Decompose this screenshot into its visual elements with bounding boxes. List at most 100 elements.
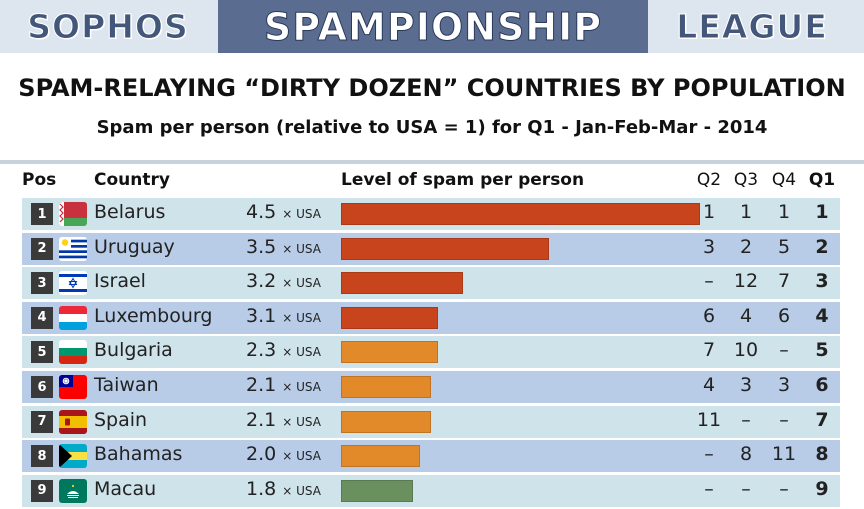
value-label: 2.1 × USA (246, 409, 321, 431)
q1-rank: 8 (815, 443, 829, 466)
value-label: 2.0 × USA (246, 443, 321, 465)
q4-rank: 7 (777, 270, 791, 293)
country-name: Israel (94, 270, 146, 293)
q3-rank: 12 (733, 270, 759, 293)
q3-rank: 8 (739, 443, 753, 466)
value-label: 4.5 × USA (246, 201, 321, 223)
q2-rank: 1 (702, 201, 716, 223)
q4-rank: 11 (771, 443, 797, 466)
q3-rank: 4 (739, 304, 753, 327)
q4-rank: 3 (777, 374, 791, 396)
table-row: 3 Israel 3.2 × USA –12 7 3 (22, 267, 840, 300)
q1-rank: 7 (815, 408, 829, 431)
q1-rank: 1 (815, 201, 829, 223)
header-level: Level of spam per person (341, 170, 585, 190)
spam-level-bar (341, 410, 431, 433)
value-number: 2.3 (246, 339, 277, 362)
q1-rank: 6 (815, 374, 829, 396)
table-row: 7 Spain 2.1 × USA 11– –7 (22, 405, 840, 438)
q3-rank: 10 (733, 339, 759, 362)
q2-rank: – (704, 477, 714, 500)
spam-level-bar (341, 203, 700, 225)
q2-rank: – (704, 443, 714, 466)
value-unit: × USA (282, 207, 321, 221)
table-row: 1 Belarus 4.5 × USA 1 1 1 1 (22, 198, 840, 230)
table-row: 2 Uruguay 3.5 × USA 3 2 5 2 (22, 232, 840, 265)
spam-level-bar (341, 306, 438, 329)
chart-subtitle: Spam per person (relative to USA = 1) fo… (96, 117, 768, 138)
table-row: 5 Bulgaria 2.3 × USA 7 10– 5 (22, 336, 840, 369)
header-q2: Q2 (696, 170, 722, 190)
spampionship-title: SPAMPIONSHIP (218, 0, 648, 53)
value-number: 1.8 (246, 477, 277, 500)
position-badge: 9 (31, 479, 53, 502)
value-label: 1.8 × USA (246, 478, 321, 500)
country-name: Uruguay (94, 235, 175, 258)
spam-level-bar (341, 272, 463, 295)
value-label: 2.1 × USA (246, 374, 321, 396)
q3-rank: 2 (739, 235, 753, 258)
taiwan-flag-icon (59, 375, 87, 399)
position-badge: 5 (31, 341, 53, 364)
q2-rank: 3 (702, 235, 716, 258)
position-badge: 1 (31, 203, 53, 225)
luxembourg-flag-icon (59, 305, 87, 330)
belarus-flag-icon (59, 202, 87, 226)
value-unit: × USA (282, 449, 321, 464)
bulgaria-flag-icon (59, 340, 87, 365)
spam-level-bar (341, 341, 438, 364)
position-badge: 3 (31, 272, 53, 295)
value-label: 3.1 × USA (246, 305, 321, 327)
sophos-logo-text: SOPHOS (27, 7, 189, 47)
value-unit: × USA (282, 241, 321, 256)
position-badge: 6 (31, 376, 53, 398)
value-unit: × USA (282, 380, 321, 394)
spam-level-bar (341, 479, 413, 502)
q1-rank: 4 (815, 304, 829, 327)
country-name: Macau (94, 477, 157, 500)
bahamas-flag-icon (59, 444, 87, 469)
value-unit: × USA (282, 276, 321, 291)
value-unit: × USA (282, 345, 321, 360)
header-q1: Q1 (808, 170, 836, 190)
q4-rank: – (779, 477, 789, 500)
spam-level-bar (341, 376, 431, 398)
spam-level-bar (341, 237, 549, 260)
separator (0, 160, 864, 164)
value-unit: × USA (282, 414, 321, 429)
q2-rank: 11 (696, 408, 722, 431)
header-q3: Q3 (733, 170, 759, 190)
position-badge: 2 (31, 237, 53, 260)
table-row: 4 Luxembourg 3.1 × USA 6 4 6 4 (22, 301, 840, 334)
value-number: 3.1 (246, 304, 277, 327)
q4-rank: – (779, 408, 789, 431)
chart-title: SPAM-RELAYING “DIRTY DOZEN” COUNTRIES BY… (18, 74, 846, 102)
header-q4: Q4 (771, 170, 797, 190)
q1-rank: 2 (815, 235, 829, 258)
q2-rank: 4 (702, 374, 716, 396)
value-label: 2.3 × USA (246, 339, 321, 361)
q2-rank: – (704, 270, 714, 293)
value-unit: × USA (282, 310, 321, 325)
value-number: 2.1 (246, 374, 277, 396)
header-country: Country (94, 170, 170, 190)
q3-rank: – (741, 408, 751, 431)
spain-flag-icon (59, 409, 87, 434)
country-name: Spain (94, 408, 148, 431)
q1-rank: 9 (815, 477, 829, 500)
value-unit: × USA (282, 483, 321, 498)
position-badge: 8 (31, 445, 53, 468)
banner: SOPHOS SPAMPIONSHIP LEAGUE (0, 0, 864, 53)
q4-rank: – (779, 339, 789, 362)
league-text: LEAGUE (676, 7, 828, 47)
country-name: Bahamas (94, 443, 183, 466)
macau-flag-icon (59, 478, 87, 503)
q3-rank: 1 (739, 201, 753, 223)
country-name: Taiwan (94, 374, 159, 396)
value-number: 2.0 (246, 443, 277, 466)
table-row: 9 Macau 1.8 × USA – – – 9 (22, 474, 840, 507)
spam-level-bar (341, 445, 420, 468)
value-number: 2.1 (246, 408, 277, 431)
israel-flag-icon (59, 271, 87, 296)
value-number: 3.2 (246, 270, 277, 293)
